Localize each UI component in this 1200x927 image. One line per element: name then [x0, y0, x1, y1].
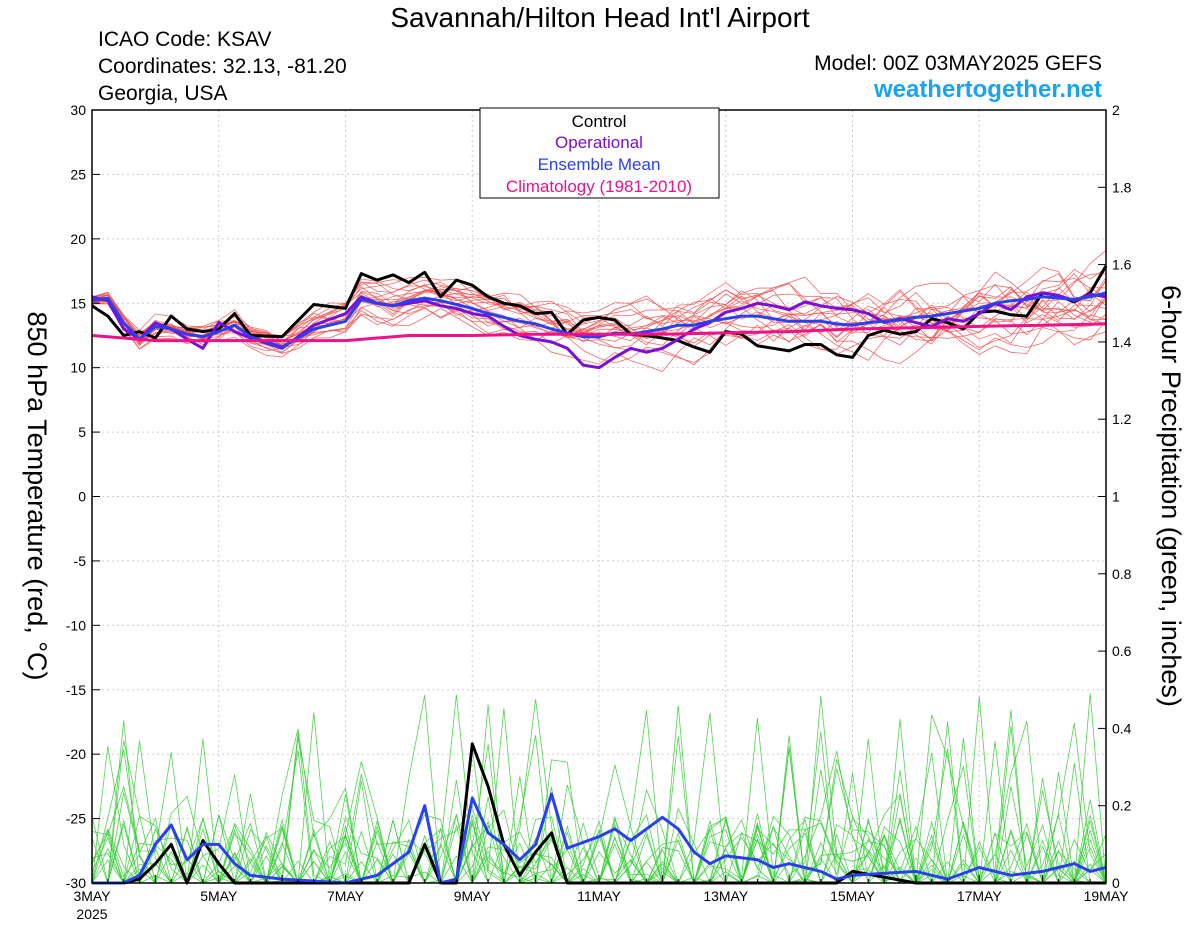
precip-member-line [92, 694, 1106, 885]
x-tick-label: 15MAY [830, 888, 876, 904]
x-tick-label: 11MAY [577, 888, 621, 904]
x-tick-label: 3MAY [73, 888, 111, 904]
x-tick-year: 2025 [76, 906, 107, 922]
right-tick-label: 1.6 [1112, 257, 1132, 273]
control-temp-line [91, 265, 1108, 359]
legend-climatology: Climatology (1981-2010) [506, 177, 692, 196]
coordinates: Coordinates: 32.13, -81.20 [98, 55, 347, 78]
legend-box [479, 107, 720, 199]
left-tick-label: 30 [70, 102, 86, 118]
right-tick-label: 0.2 [1112, 798, 1132, 814]
right-tick-label: 0.4 [1112, 720, 1132, 736]
legend-ensemble-mean: Ensemble Mean [538, 155, 661, 174]
left-tick-label: 15 [70, 295, 86, 311]
icao-code: ICAO Code: KSAV [98, 28, 272, 51]
climatology-temp-line [91, 322, 1107, 343]
right-tick-label: 1.4 [1112, 334, 1132, 350]
right-tick-label: 0.6 [1112, 643, 1132, 659]
website-link[interactable]: weathertogether.net [873, 76, 1102, 103]
x-tick-label: 13MAY [703, 888, 749, 904]
left-tick-label: 10 [70, 360, 86, 376]
temp-member-line [91, 279, 1107, 352]
left-tick-label: -5 [74, 553, 87, 569]
x-tick-label: 5MAY [200, 888, 238, 904]
temp-member-line [91, 285, 1107, 354]
right-tick-label: 1.8 [1112, 179, 1132, 195]
precip-member-line [91, 736, 1106, 885]
legend: Control Operational Ensemble Mean Climat… [479, 107, 720, 199]
x-tick-label: 19MAY [1084, 888, 1130, 904]
temp-member-line [91, 249, 1107, 365]
model-run: Model: 00Z 03MAY2025 GEFS [814, 52, 1102, 75]
left-tick-label: 25 [70, 166, 86, 182]
temp-member-line [91, 281, 1107, 355]
right-axis-label: 6-hour Precipitation (green, inches) [1156, 285, 1186, 707]
right-tick-label: 1 [1112, 489, 1120, 505]
left-tick-label: -30 [66, 875, 86, 891]
left-tick-label: 20 [70, 231, 86, 247]
x-tick-label: 9MAY [454, 888, 492, 904]
page-title: Savannah/Hilton Head Int'l Airport [390, 2, 810, 33]
axis-ticks: 302520151050-5-10-15-20-25-3021.81.61.41… [66, 102, 1132, 922]
left-tick-label: 5 [78, 424, 86, 440]
right-tick-label: 0 [1112, 875, 1120, 891]
left-tick-label: -10 [66, 617, 86, 633]
grid-lines [91, 109, 1107, 884]
region: Georgia, USA [98, 82, 228, 105]
x-tick-label: 7MAY [327, 888, 365, 904]
right-tick-label: 0.8 [1112, 566, 1132, 582]
legend-control: Control [572, 112, 627, 131]
left-tick-label: -15 [66, 682, 86, 698]
ensemble-precip-line [92, 792, 1107, 885]
left-tick-label: -20 [66, 746, 86, 762]
temp-member-line [91, 267, 1107, 358]
legend-operational: Operational [555, 133, 643, 152]
left-tick-label: -25 [66, 811, 86, 827]
right-tick-label: 1.2 [1112, 411, 1132, 427]
x-tick-label: 17MAY [957, 888, 1003, 904]
right-tick-label: 2 [1112, 102, 1120, 118]
left-tick-label: 0 [78, 489, 86, 505]
left-axis-label: 850 hPa Temperature (red, °C) [22, 312, 52, 681]
